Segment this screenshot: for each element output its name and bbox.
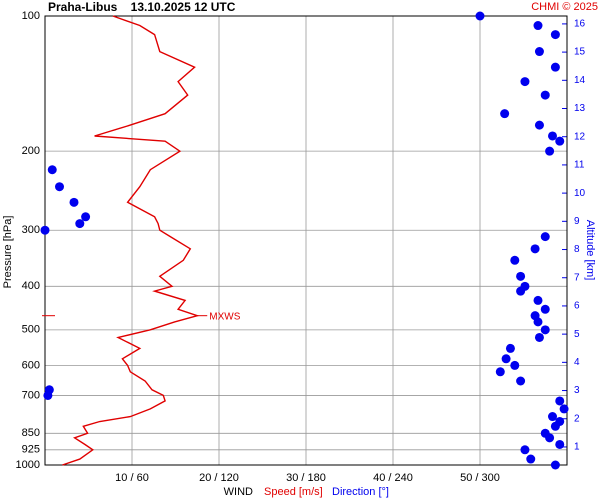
direction-dot <box>555 396 565 406</box>
y-tick-label: 925 <box>22 444 40 456</box>
annotation: MXWS <box>209 311 240 322</box>
x-tick-label: 10 / 60 <box>115 472 149 484</box>
direction-dot <box>530 311 540 321</box>
y-tick-label: 100 <box>22 10 40 22</box>
direction-dot <box>520 281 530 291</box>
direction-dot <box>530 244 540 254</box>
y2-tick-label: 10 <box>574 188 586 199</box>
direction-dot <box>534 332 544 342</box>
direction-dot <box>555 416 565 426</box>
y2-tick-label: 1 <box>574 442 580 453</box>
direction-dot <box>533 21 543 31</box>
y-tick-label: 1000 <box>16 459 40 471</box>
direction-dot <box>520 445 530 455</box>
y2-tick-label: 9 <box>574 216 580 227</box>
y-tick-label: 850 <box>22 427 40 439</box>
x-tick-label: 50 / 300 <box>460 472 500 484</box>
legend-direction: Direction [°] <box>332 486 389 498</box>
y2-axis-label: Altitude [km] <box>584 220 596 281</box>
y-tick-label: 500 <box>22 324 40 336</box>
y-tick-label: 300 <box>22 224 40 236</box>
x-tick-label: 20 / 120 <box>199 472 239 484</box>
direction-dot <box>516 376 526 386</box>
direction-dot <box>500 109 510 119</box>
y2-tick-label: 4 <box>574 357 580 368</box>
y2-tick-label: 11 <box>574 160 585 171</box>
y2-tick-label: 16 <box>574 19 586 30</box>
direction-dot <box>510 360 520 370</box>
y-tick-label: 700 <box>22 389 40 401</box>
x-tick-label: 40 / 240 <box>373 472 413 484</box>
direction-dot <box>559 404 569 414</box>
direction-dot <box>533 295 543 305</box>
direction-dot <box>540 428 550 438</box>
legend-speed: Speed [m/s] <box>264 486 323 498</box>
direction-dot <box>550 460 560 470</box>
direction-dot <box>534 47 544 57</box>
direction-dot <box>550 30 560 40</box>
direction-dot <box>505 343 515 353</box>
direction-dot <box>550 62 560 72</box>
direction-dot <box>44 385 54 395</box>
chart-title: Praha-Libus 13.10.2025 12 UTC <box>48 0 236 14</box>
y2-tick-label: 5 <box>574 329 580 340</box>
speed-line <box>62 15 200 466</box>
direction-dot <box>47 165 57 175</box>
y2-tick-label: 15 <box>574 47 586 58</box>
direction-dot <box>475 11 485 21</box>
direction-dot <box>555 439 565 449</box>
y-tick-label: 200 <box>22 145 40 157</box>
y2-tick-label: 3 <box>574 385 580 396</box>
y2-tick-label: 8 <box>574 244 580 255</box>
y-tick-label: 400 <box>22 280 40 292</box>
direction-dot <box>548 412 557 422</box>
direction-dot <box>555 136 565 146</box>
y2-tick-label: 2 <box>574 413 580 424</box>
direction-dot <box>540 90 550 100</box>
direction-dot <box>516 271 526 281</box>
y2-tick-label: 12 <box>574 131 586 142</box>
x-axis-label: WIND <box>224 486 253 498</box>
direction-dot <box>75 219 85 229</box>
direction-dot <box>548 131 557 141</box>
direction-dot <box>540 304 550 314</box>
direction-dot <box>495 367 505 377</box>
direction-dot <box>540 325 550 335</box>
y-axis-label: Pressure [hPa] <box>2 216 14 289</box>
y2-tick-label: 6 <box>574 301 580 312</box>
direction-dot <box>526 454 536 464</box>
direction-dot <box>81 212 91 222</box>
direction-dot <box>501 354 511 364</box>
direction-dot <box>534 120 544 130</box>
y2-tick-label: 7 <box>574 272 580 283</box>
direction-dot <box>545 146 555 156</box>
direction-dot <box>40 225 50 235</box>
direction-dot <box>520 77 530 87</box>
direction-dot <box>69 197 79 207</box>
direction-dot <box>540 232 550 242</box>
credit: CHMI © 2025 <box>531 1 598 13</box>
y-tick-label: 600 <box>22 359 40 371</box>
x-tick-label: 30 / 180 <box>286 472 326 484</box>
y2-tick-label: 14 <box>574 75 586 86</box>
direction-dot <box>510 255 520 265</box>
y2-tick-label: 13 <box>574 103 586 114</box>
direction-dot <box>55 182 64 192</box>
plot-frame <box>44 15 568 466</box>
